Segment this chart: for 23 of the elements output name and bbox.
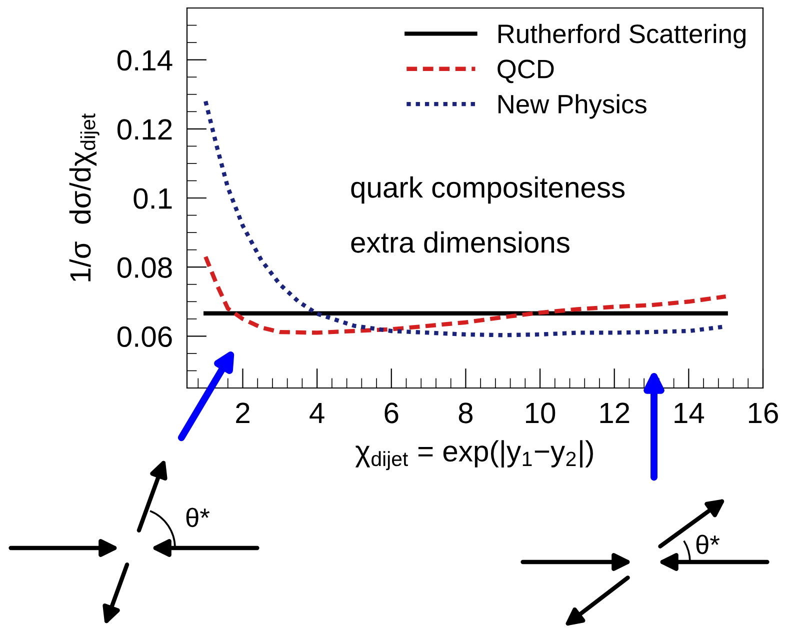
y-tick-label: 0.08 xyxy=(117,257,172,278)
text: θ* xyxy=(186,508,210,528)
y-tick-label: 0.1 xyxy=(134,188,172,209)
legend-label: Rutherford Scattering xyxy=(498,24,746,48)
y-axis-title: 1/σ dσ/dχ$_{dijet}$ xyxy=(69,113,100,282)
legend-label: New Physics xyxy=(498,94,646,119)
x-axis-title: χ$_{dijet}$ = exp(|y$_{1}$−y$_{2}$|) xyxy=(355,440,593,470)
text: θ* xyxy=(696,534,720,554)
annotation: quark compositeness xyxy=(351,176,625,204)
x-tick-label: 4 xyxy=(310,402,324,424)
legend-label: QCD xyxy=(498,60,554,84)
x-tick-label: 14 xyxy=(674,402,704,424)
x-tick-label: 2 xyxy=(236,402,250,424)
x-tick-label: 6 xyxy=(384,402,398,424)
y-tick-label: 0.06 xyxy=(117,326,172,348)
annotation: extra dimensions xyxy=(351,231,570,253)
x-tick-label: 12 xyxy=(600,402,630,424)
y-tick-label: 0.14 xyxy=(117,50,172,71)
line-series xyxy=(203,254,728,335)
x-tick-label: 16 xyxy=(749,402,778,424)
y-tick-label: 0.12 xyxy=(117,119,172,140)
x-tick-label: 8 xyxy=(458,402,473,424)
x-tick-label: 10 xyxy=(526,402,556,424)
